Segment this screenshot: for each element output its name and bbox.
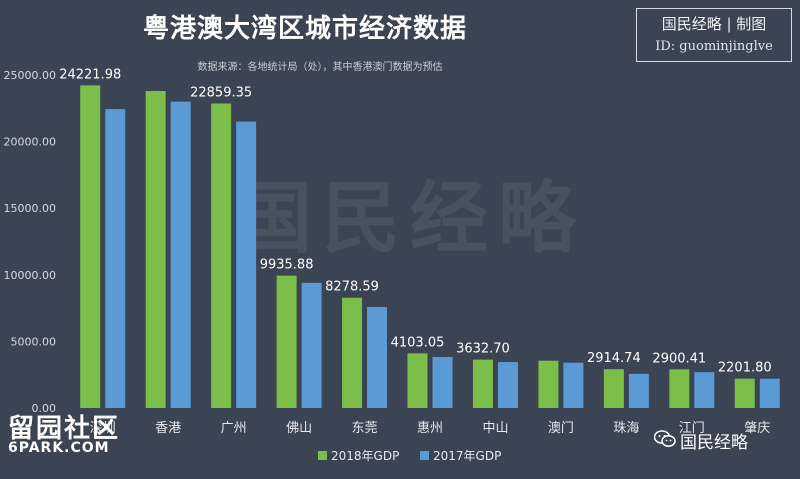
x-category-label: 广州: [221, 421, 247, 436]
wechat-watermark: 国民经略: [654, 428, 794, 454]
bar-2017: [170, 101, 191, 408]
x-category-label: 惠州: [417, 421, 443, 436]
data-label: 4103.05: [391, 335, 445, 350]
x-category-label: 珠海: [613, 421, 639, 436]
brand-box: 国民经略 | 制图 ID: guominjinglve: [636, 8, 792, 62]
center-watermark: 国民经略: [234, 173, 586, 264]
x-category-label: 江门: [679, 421, 705, 436]
x-category-label: 肇庆: [744, 421, 770, 436]
data-label: 24221.98: [59, 67, 121, 82]
bar-2018: [669, 369, 690, 408]
data-label: 2914.74: [587, 351, 641, 366]
bar-2018: [80, 85, 101, 409]
bar-2017: [694, 372, 715, 408]
bar-2018: [211, 103, 232, 408]
brand-name: 国民经略 | 制图: [661, 15, 767, 33]
bar-2018: [538, 360, 559, 408]
legend-swatch: [318, 451, 327, 460]
brand-id: ID: guominjinglve: [655, 39, 773, 54]
data-label: 8278.59: [325, 280, 379, 295]
data-label: 2201.80: [718, 361, 772, 376]
bar-2017: [628, 373, 649, 408]
x-category-label: 中山: [482, 421, 508, 436]
site-watermark-url: 6PARK.COM: [8, 440, 110, 456]
bar-2017: [759, 378, 780, 408]
chart-subtitle: 数据来源：各地统计局（处），其中香港澳门数据为预估: [197, 62, 443, 73]
bar-2017: [563, 362, 584, 408]
bar-2018: [407, 353, 428, 408]
bar-2017: [367, 307, 388, 408]
legend-swatch: [420, 451, 429, 460]
y-tick-label: 15000.00: [4, 202, 57, 215]
data-label: 2900.41: [652, 351, 706, 366]
bar-2017: [105, 109, 126, 408]
legend-label: 2018年GDP: [331, 449, 399, 463]
bar-2018: [472, 359, 493, 408]
x-category-label: 深圳: [90, 421, 116, 436]
bar-2018: [276, 275, 297, 408]
bar-2018: [342, 297, 363, 408]
bar-2017: [432, 356, 453, 408]
y-tick-label: 10000.00: [4, 269, 57, 282]
bar-2017: [236, 121, 257, 408]
bar-2017: [301, 282, 322, 408]
bar-2018: [145, 90, 166, 408]
wechat-icon: [654, 430, 676, 447]
y-tick-label: 0.00: [32, 402, 57, 415]
site-watermark-logo: 留园社区: [8, 414, 121, 444]
legend-label: 2017年GDP: [433, 449, 501, 463]
data-label: 9935.88: [260, 258, 314, 273]
y-tick-label: 5000.00: [11, 335, 57, 348]
y-tick-label: 25000.00: [4, 69, 57, 82]
bar-2018: [734, 378, 755, 408]
bar-2018: [603, 369, 624, 408]
chart-title: 粤港澳大湾区城市经济数据: [142, 14, 467, 44]
y-tick-label: 20000.00: [4, 136, 57, 149]
bar-2017: [497, 362, 518, 408]
x-category-label: 东莞: [352, 421, 378, 436]
wechat-label: 国民经略: [680, 433, 748, 453]
x-category-label: 澳门: [548, 420, 574, 436]
x-category-label: 香港: [155, 421, 181, 436]
data-label: 3632.70: [456, 342, 510, 357]
x-category-label: 佛山: [286, 421, 312, 436]
data-label: 22859.35: [190, 86, 252, 101]
